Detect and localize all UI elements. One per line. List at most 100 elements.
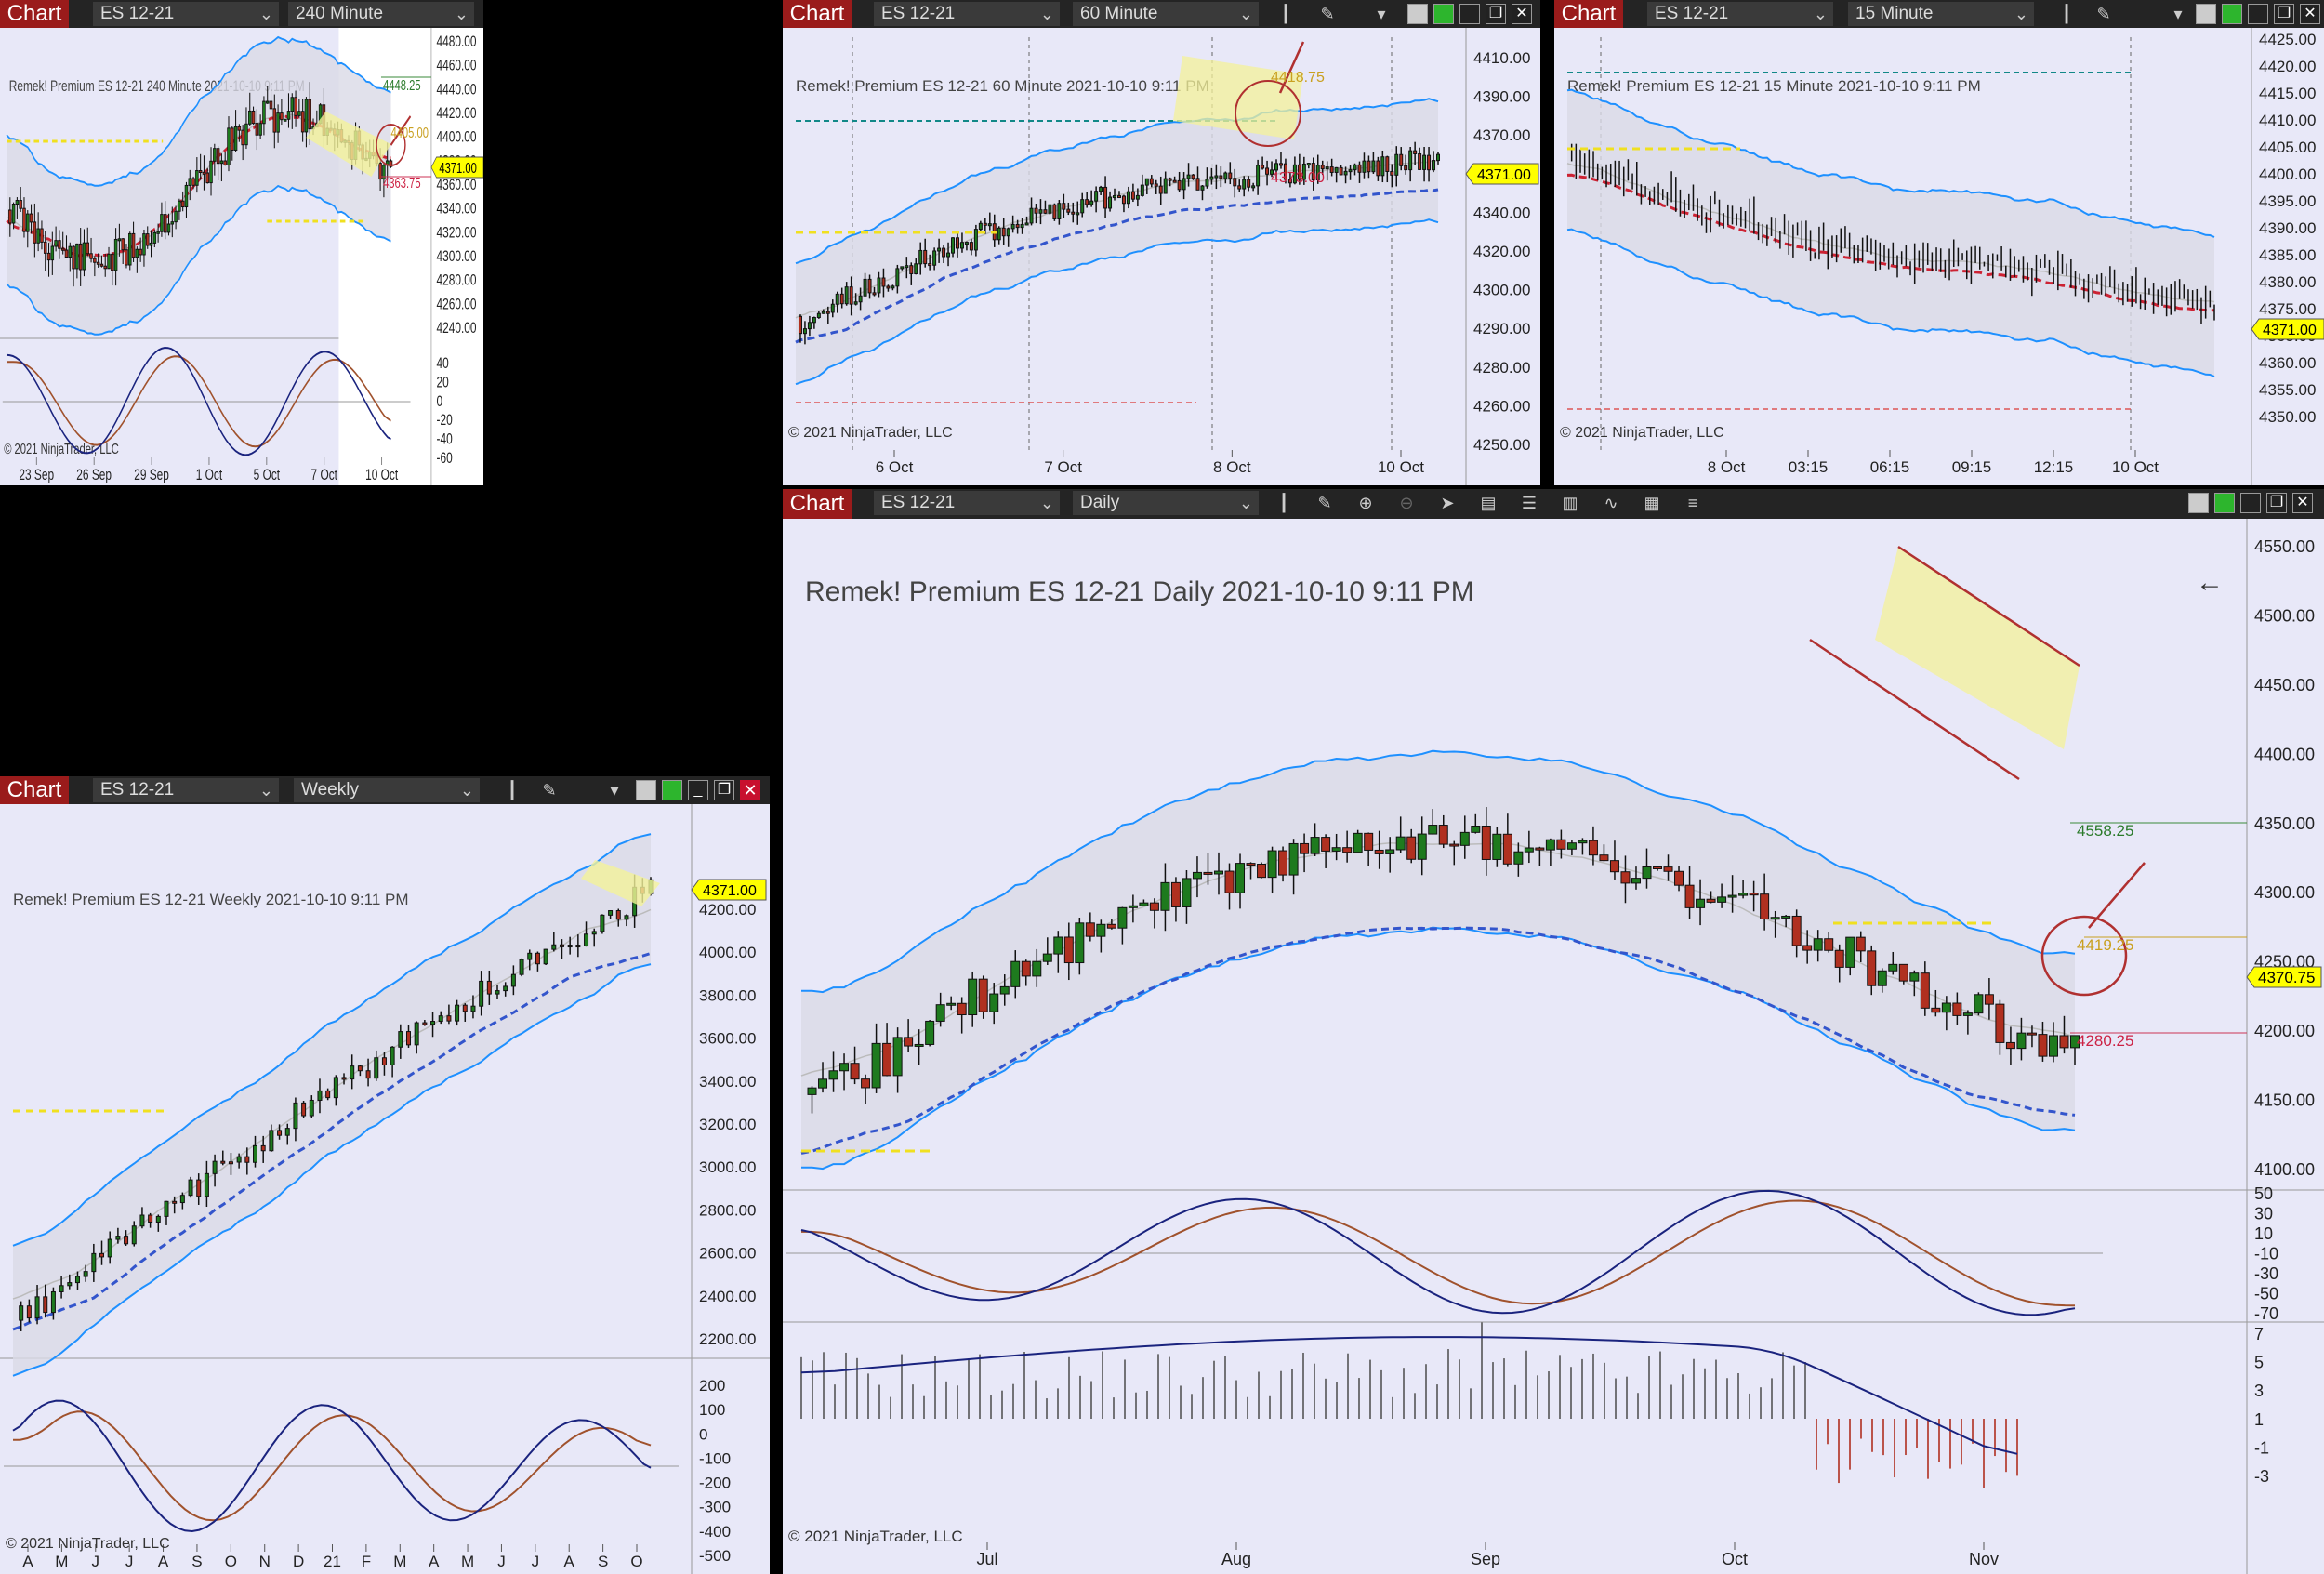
- restore-button[interactable]: ❐: [2266, 493, 2287, 513]
- chevron-down-icon[interactable]: ▾: [1377, 5, 1386, 23]
- candle-body: [1139, 902, 1149, 906]
- candle-body: [19, 1305, 24, 1321]
- price-tick-label: 4395.00: [2259, 192, 2316, 210]
- candle-body: [74, 1276, 80, 1284]
- candle-body: [1545, 839, 1555, 851]
- chart-tab[interactable]: Chart: [783, 489, 852, 519]
- minimize-button[interactable]: _: [688, 780, 708, 800]
- chevron-down-icon[interactable]: ▾: [610, 781, 619, 800]
- price-tick-label: 4280.00: [1473, 359, 1530, 377]
- timeframe-selector[interactable]: 60 Minute ⌄: [1073, 2, 1259, 26]
- restore-button[interactable]: ❐: [714, 780, 734, 800]
- properties-icon[interactable]: ☰: [1521, 494, 1538, 512]
- timeframe-selector[interactable]: 240 Minute ⌄: [288, 2, 474, 26]
- bar-type-icon[interactable]: ┃: [1280, 5, 1291, 23]
- candle-body: [892, 1037, 903, 1077]
- timeframe-selector[interactable]: Weekly ⌄: [294, 778, 480, 802]
- chart-tab[interactable]: Chart: [0, 0, 69, 28]
- chart-tab[interactable]: Chart: [1554, 0, 1623, 28]
- candle-body: [1631, 878, 1641, 884]
- candle-body: [317, 1090, 323, 1101]
- candle-body: [1952, 1002, 1962, 1016]
- close-button[interactable]: ✕: [2300, 4, 2320, 24]
- chart-canvas[interactable]: 4480.004460.004440.004420.004400.004380.…: [0, 28, 483, 485]
- candle-body: [510, 973, 516, 987]
- timeframe-selector[interactable]: Daily ⌄: [1073, 491, 1259, 515]
- chart-canvas[interactable]: 4410.004390.004370.004360.004340.004320.…: [783, 28, 1540, 485]
- window-color-button[interactable]: [2188, 493, 2209, 513]
- oscillator-tick-label: -30: [2254, 1264, 2278, 1283]
- candle-body: [479, 980, 484, 1007]
- price-marker-badge: [2246, 966, 2322, 988]
- chart-canvas[interactable]: 4550.00 4500.00 4450.00 4400.00 4350.00 4300.…: [783, 519, 2324, 1574]
- link-button[interactable]: [2222, 4, 2242, 24]
- candle-body: [1168, 178, 1172, 181]
- window-color-button[interactable]: [636, 780, 656, 800]
- candle-body: [378, 163, 382, 180]
- instrument-selector[interactable]: ES 12-21 ⌄: [1647, 2, 1833, 26]
- chart-toolbar: Chart ES 12-21 ⌄ 15 Minute ⌄ ┃ ✎ ▾ _ ❐ ✕: [1554, 0, 2324, 28]
- chart-240-minute[interactable]: Chart ES 12-21 ⌄ 240 Minute ⌄ 4480.00 4460.…: [0, 0, 483, 485]
- candle-body: [1076, 212, 1080, 216]
- price-tick-label: 4300.00: [1473, 282, 1530, 299]
- drawing-tool-icon[interactable]: ✎: [2096, 5, 2111, 23]
- chart-weekly[interactable]: Chart ES 12-21 ⌄ Weekly ⌄ ┃ ✎ ▾ _ ❐ ✕ 4200…: [0, 776, 770, 1574]
- zoom-in-icon[interactable]: ⊕: [1358, 494, 1373, 512]
- link-button[interactable]: [1433, 4, 1454, 24]
- candle-body: [107, 253, 111, 270]
- indicators-icon[interactable]: ∿: [1604, 494, 1618, 512]
- close-button[interactable]: ✕: [2292, 493, 2313, 513]
- price-tick-label: 4440.00: [437, 81, 477, 99]
- bar-type-icon[interactable]: ┃: [507, 781, 518, 800]
- minimize-button[interactable]: _: [1459, 4, 1480, 24]
- x-tick-label: M: [393, 1553, 406, 1570]
- timeframe-selector[interactable]: 15 Minute ⌄: [1848, 2, 2034, 26]
- templates-icon[interactable]: ▥: [1562, 494, 1578, 512]
- candle-body: [1706, 898, 1716, 903]
- target-arrow: [1278, 41, 1305, 94]
- bar-type-icon[interactable]: ┃: [1278, 494, 1289, 512]
- chart-60-minute[interactable]: Chart ES 12-21 ⌄ 60 Minute ⌄ ┃ ✎ ▾ _ ❐ ✕ 4…: [783, 0, 1540, 485]
- chevron-down-icon: ⌄: [459, 781, 474, 800]
- drawing-tool-icon[interactable]: ✎: [542, 781, 557, 800]
- pointer-icon[interactable]: ➤: [1440, 494, 1455, 512]
- candle-body: [830, 303, 835, 313]
- restore-button[interactable]: ❐: [2274, 4, 2294, 24]
- candle-body: [1408, 150, 1413, 171]
- list-icon[interactable]: ≡: [1687, 494, 1698, 512]
- data-box-icon[interactable]: ▤: [1480, 494, 1497, 512]
- link-button[interactable]: [662, 780, 682, 800]
- window-color-button[interactable]: [2196, 4, 2216, 24]
- chart-daily[interactable]: Chart ES 12-21 ⌄ Daily ⌄ ┃ ✎ ⊕ ⊖ ➤ ▤ ☰ ▥ ∿…: [783, 489, 2324, 1574]
- chart-tab[interactable]: Chart: [783, 0, 852, 28]
- restore-button[interactable]: ❐: [1486, 4, 1506, 24]
- drawing-tool-icon[interactable]: ✎: [1320, 5, 1335, 23]
- chart-tab[interactable]: Chart: [0, 776, 69, 804]
- minimize-button[interactable]: _: [2248, 4, 2268, 24]
- chart-canvas[interactable]: 4200.00 4000.00 3800.00 3600.00 3400.00 3200.…: [0, 804, 770, 1574]
- close-button[interactable]: ✕: [1512, 4, 1532, 24]
- zoom-out-icon[interactable]: ⊖: [1399, 494, 1414, 512]
- chart-canvas[interactable]: 4425.00 4420.00 4415.00 4410.00 4405.00 4400.…: [1554, 28, 2324, 485]
- drawing-tool-icon[interactable]: ✎: [1317, 494, 1332, 512]
- instrument-selector[interactable]: ES 12-21 ⌄: [93, 778, 279, 802]
- instrument-selector[interactable]: ES 12-21 ⌄: [93, 2, 279, 26]
- bar-type-icon[interactable]: ┃: [2061, 5, 2072, 23]
- price-tick-label: 4260.00: [1473, 397, 1530, 415]
- close-button[interactable]: ✕: [740, 780, 760, 800]
- candle-body: [374, 1057, 379, 1079]
- candle-body: [978, 978, 988, 1012]
- oscillator-tick-label: 100: [699, 1401, 725, 1419]
- chart-15-minute[interactable]: Chart ES 12-21 ⌄ 15 Minute ⌄ ┃ ✎ ▾ _ ❐ ✕ 4…: [1554, 0, 2324, 485]
- strategies-icon[interactable]: ▦: [1644, 494, 1660, 512]
- candle-body: [1696, 898, 1706, 908]
- instrument-selector[interactable]: ES 12-21 ⌄: [874, 491, 1060, 515]
- price-tick-label: 4320.00: [1473, 243, 1530, 260]
- link-button[interactable]: [2214, 493, 2235, 513]
- instrument-selector[interactable]: ES 12-21 ⌄: [874, 2, 1060, 26]
- target-circle: [376, 124, 406, 166]
- chevron-down-icon[interactable]: ▾: [2173, 5, 2183, 23]
- minimize-button[interactable]: _: [2240, 493, 2261, 513]
- candle-body: [1108, 196, 1113, 209]
- window-color-button[interactable]: [1407, 4, 1428, 24]
